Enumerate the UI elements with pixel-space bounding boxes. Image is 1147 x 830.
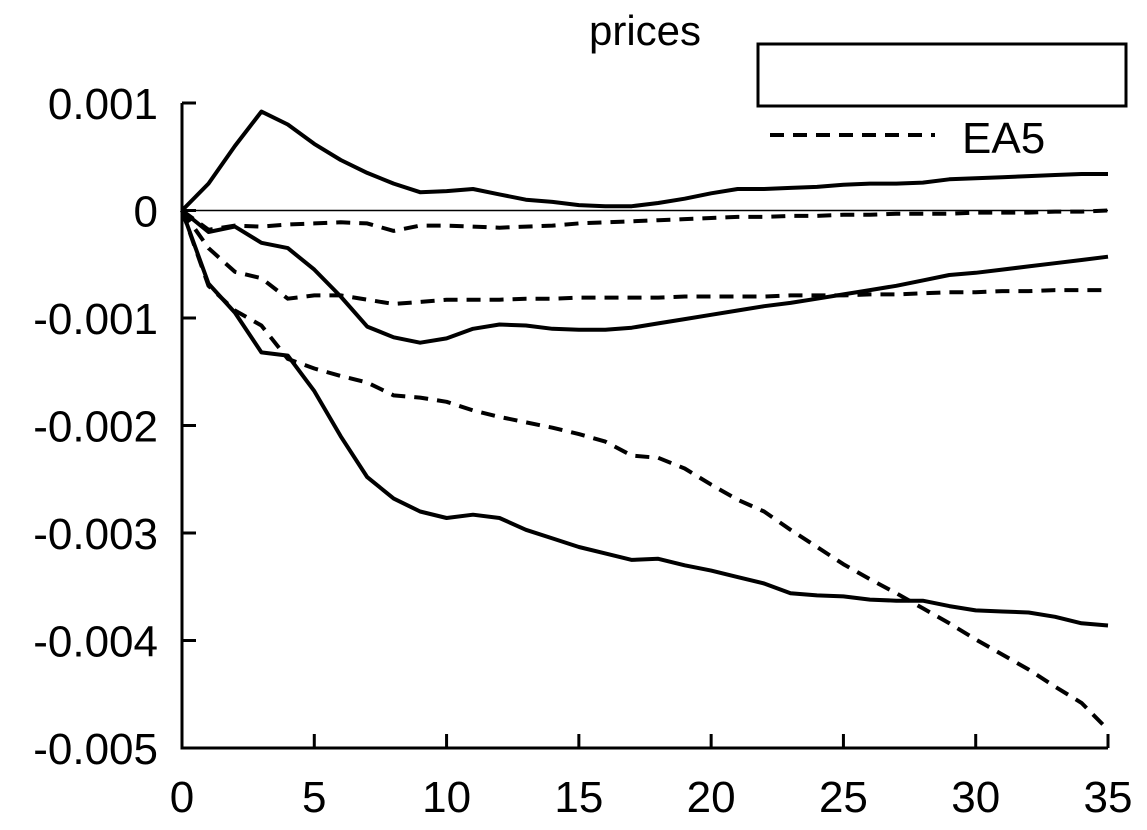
x-tick-label: 15 bbox=[554, 773, 603, 822]
chart-title: prices bbox=[589, 7, 701, 54]
y-tick-label: -0.003 bbox=[33, 510, 158, 559]
y-axis: 0.001 0 -0.001 -0.002 -0.003 -0.004 -0.005 bbox=[33, 80, 196, 774]
x-tick-label: 30 bbox=[951, 773, 1000, 822]
series-line-5 bbox=[180, 209, 1108, 306]
series-line-4 bbox=[180, 208, 1109, 233]
x-tick-label: 35 bbox=[1084, 773, 1133, 822]
legend-label-2: EA5 bbox=[962, 114, 1045, 163]
series-layer bbox=[180, 109, 1110, 732]
x-tick-label: 0 bbox=[170, 773, 194, 822]
series-line-6 bbox=[180, 209, 1110, 732]
axis-frame bbox=[180, 103, 1108, 750]
y-tick-label: -0.001 bbox=[33, 295, 158, 344]
y-tick-label: 0 bbox=[134, 188, 158, 237]
series-line-3 bbox=[180, 209, 1109, 628]
x-tick-label: 20 bbox=[687, 773, 736, 822]
legend-box bbox=[756, 42, 1128, 108]
legend: EA5 bbox=[756, 42, 1128, 163]
series-line-2 bbox=[180, 208, 1109, 345]
x-tick-label: 10 bbox=[422, 773, 471, 822]
y-tick-label: -0.004 bbox=[33, 618, 158, 667]
x-tick-label: 5 bbox=[302, 773, 326, 822]
y-tick-label: -0.002 bbox=[33, 403, 158, 452]
x-axis: 0 5 10 15 20 25 30 35 bbox=[170, 734, 1133, 822]
y-tick-label: 0.001 bbox=[48, 80, 158, 129]
series-line-1 bbox=[180, 109, 1108, 212]
x-tick-label: 25 bbox=[819, 773, 868, 822]
y-tick-label: -0.005 bbox=[33, 725, 158, 774]
